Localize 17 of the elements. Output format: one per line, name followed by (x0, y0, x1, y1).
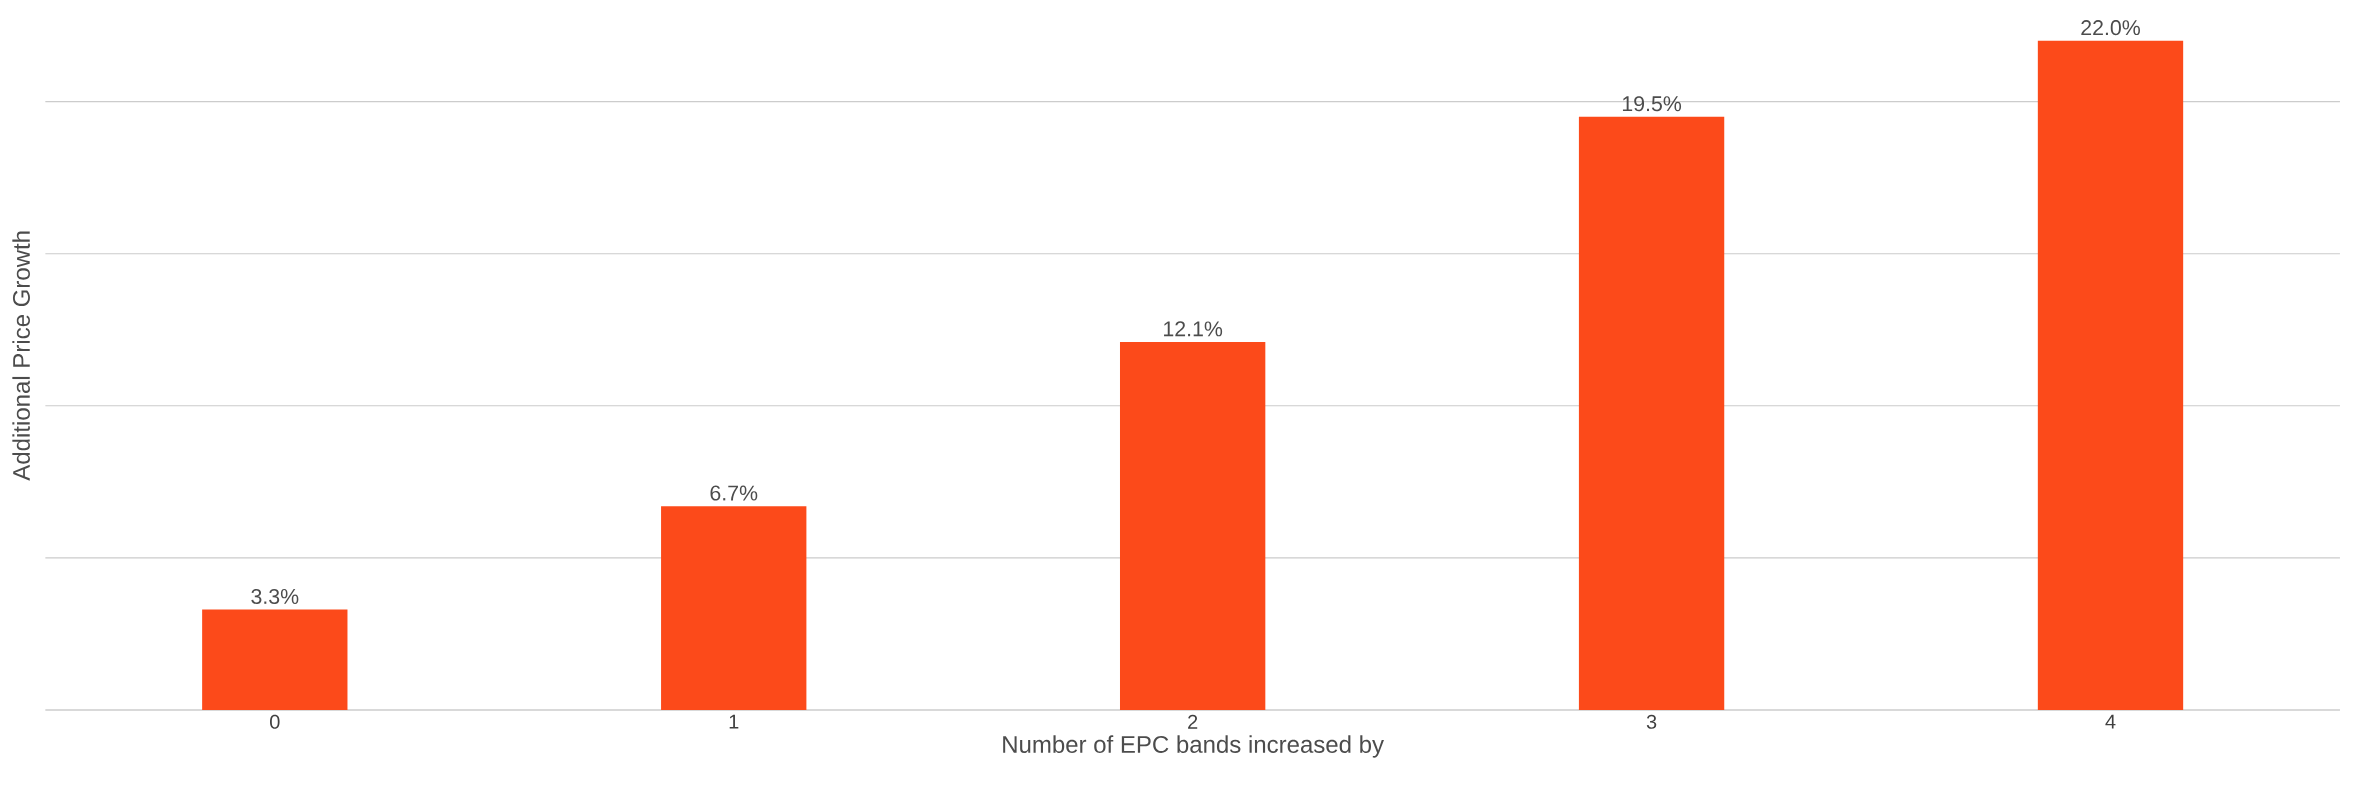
bar (202, 609, 348, 710)
data-label: 3.3% (251, 588, 299, 605)
x-tick-label: 4 (2105, 714, 2116, 729)
data-label: 19.5% (1622, 96, 1682, 112)
x-axis-title: Number of EPC bands increased by (1003, 735, 1384, 758)
bar (2037, 40, 2184, 710)
y-axis-title: Additional Price Growth (12, 231, 30, 481)
x-tick-label: 1 (729, 714, 739, 729)
bar (661, 506, 807, 710)
data-label: 22.0% (2081, 20, 2140, 36)
bar (1119, 341, 1266, 710)
data-label: 12.1% (1164, 321, 1223, 337)
data-label: 6.7% (710, 485, 758, 501)
bar (1578, 116, 1725, 710)
x-tick-label: 2 (1188, 714, 1198, 729)
x-tick-label: 3 (1646, 714, 1657, 729)
x-tick-label: 0 (270, 714, 280, 729)
